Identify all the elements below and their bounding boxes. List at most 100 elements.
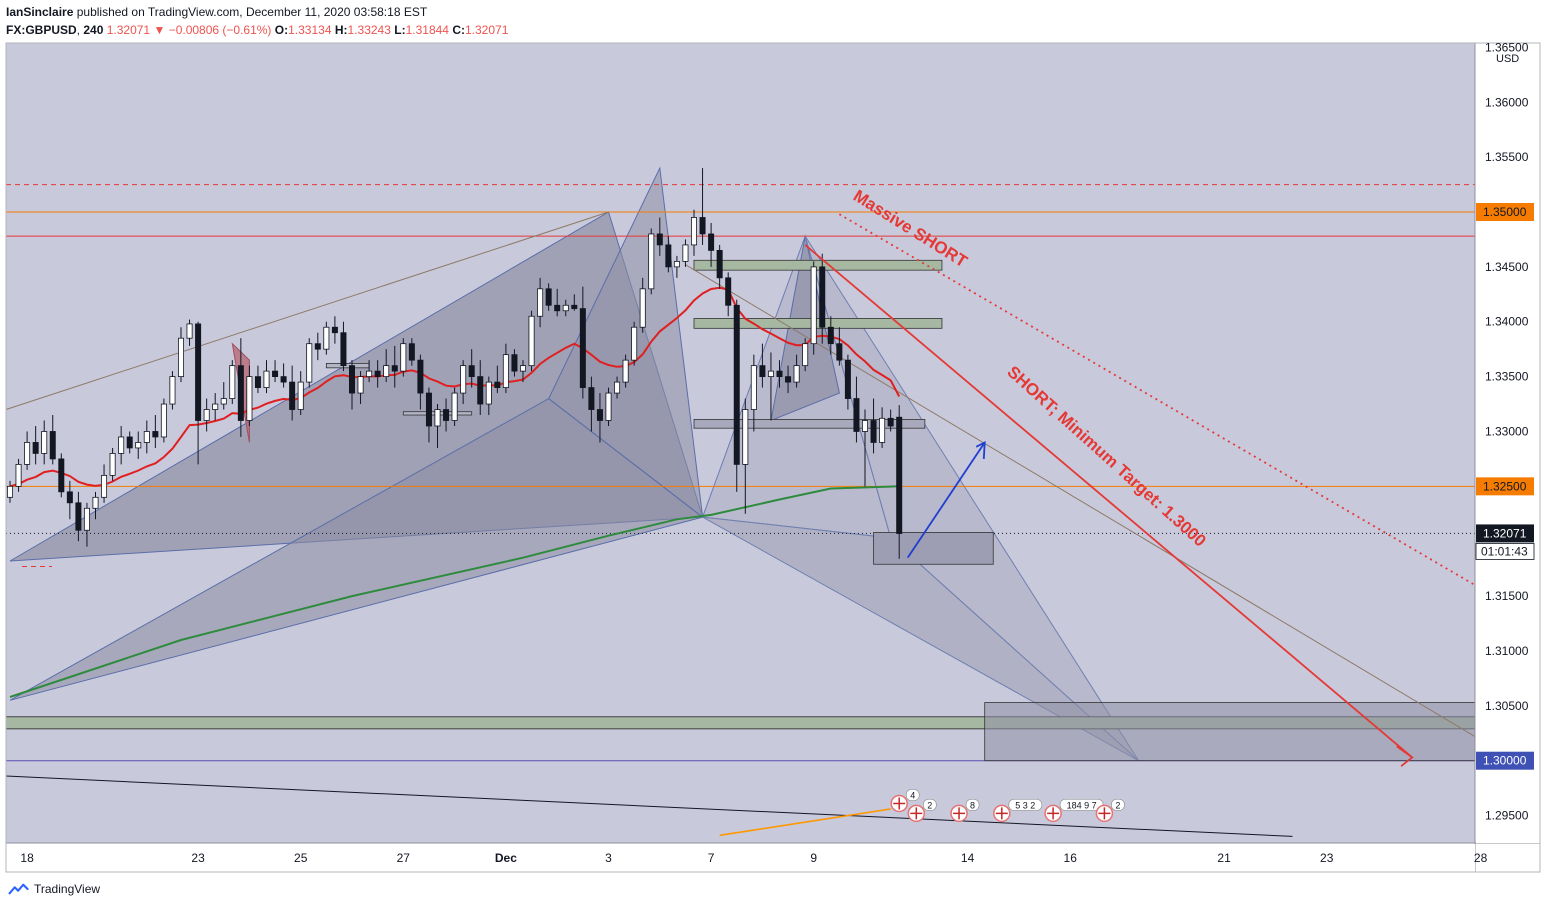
candle[interactable] (494, 365, 501, 394)
candle[interactable] (579, 286, 586, 399)
candle[interactable] (896, 405, 903, 559)
candle[interactable] (528, 310, 535, 372)
candle[interactable] (58, 453, 65, 498)
candle[interactable] (682, 239, 689, 267)
event-badge[interactable]: 184 9 7 (1044, 799, 1104, 823)
candle[interactable] (460, 360, 467, 405)
candle[interactable] (169, 371, 176, 410)
candle[interactable] (656, 217, 663, 256)
candle[interactable] (135, 431, 142, 459)
symbol-label[interactable]: FX:GBPUSD (6, 23, 77, 37)
event-badge[interactable]: 2 (1095, 799, 1125, 823)
candle[interactable] (853, 376, 860, 443)
candle[interactable] (118, 425, 125, 465)
candle[interactable] (887, 409, 894, 432)
candle[interactable] (870, 398, 877, 454)
candle[interactable] (537, 277, 544, 328)
candle[interactable] (212, 393, 219, 421)
candle[interactable] (648, 228, 655, 295)
footer-brand[interactable]: TradingView (34, 882, 101, 896)
candle[interactable] (554, 288, 561, 317)
candle[interactable] (109, 447, 116, 481)
candle[interactable] (596, 393, 603, 443)
candle[interactable] (502, 343, 509, 394)
price-label-badge[interactable]: 1.35000 (1476, 202, 1534, 221)
candle[interactable] (742, 398, 749, 514)
candle[interactable] (323, 321, 330, 355)
candle[interactable] (24, 431, 31, 470)
event-badges[interactable]: 4 2 8 5 3 2 184 9 7 2 (890, 789, 1125, 823)
candle[interactable] (186, 319, 193, 346)
candle[interactable] (383, 349, 390, 383)
candle[interactable] (725, 272, 732, 317)
price-axis[interactable]: 1.36500 1.36000 1.35500 1.35000 1.34500 1.340… (1475, 40, 1535, 823)
candle[interactable] (434, 404, 441, 448)
candle[interactable] (229, 360, 236, 405)
candle[interactable] (263, 360, 270, 394)
candle[interactable] (785, 365, 792, 394)
candle[interactable] (297, 371, 304, 416)
candle[interactable] (545, 283, 552, 311)
candle[interactable] (776, 360, 783, 388)
candle[interactable] (691, 209, 698, 256)
candle[interactable] (366, 360, 373, 383)
candle[interactable] (49, 415, 56, 465)
candle[interactable] (391, 345, 398, 388)
candle[interactable] (152, 415, 159, 448)
candle[interactable] (237, 338, 244, 437)
candle[interactable] (879, 407, 886, 448)
candle[interactable] (588, 376, 595, 432)
candle[interactable] (477, 360, 484, 416)
candle[interactable] (844, 354, 851, 410)
candle[interactable] (562, 299, 569, 317)
candle[interactable] (750, 354, 757, 432)
candle[interactable] (708, 222, 715, 267)
candles-layer[interactable] (7, 168, 903, 559)
candle[interactable] (733, 299, 740, 492)
candle[interactable] (374, 360, 381, 388)
candle[interactable] (699, 168, 706, 245)
event-badge[interactable]: 8 (950, 799, 980, 823)
price-label-badge[interactable]: 1.32500 (1476, 477, 1534, 496)
candle[interactable] (160, 398, 167, 443)
candle[interactable] (716, 244, 723, 289)
candle[interactable] (126, 431, 133, 454)
candle[interactable] (400, 338, 407, 377)
candle[interactable] (468, 349, 475, 388)
candle[interactable] (92, 491, 99, 520)
candle[interactable] (639, 277, 646, 333)
event-badge[interactable]: 4 (890, 789, 920, 813)
candle[interactable] (605, 387, 612, 426)
candle[interactable] (66, 480, 73, 520)
author-name[interactable]: IanSinclaire (6, 5, 74, 19)
candle[interactable] (289, 365, 296, 421)
candle[interactable] (767, 352, 774, 421)
candle[interactable] (32, 425, 39, 465)
candle[interactable] (408, 338, 415, 366)
time-axis-bg[interactable] (6, 844, 1475, 872)
candle[interactable] (7, 480, 13, 503)
candle[interactable] (520, 360, 527, 383)
candle[interactable] (254, 365, 261, 394)
candle[interactable] (819, 253, 826, 344)
candle[interactable] (485, 376, 492, 416)
candle[interactable] (673, 255, 680, 278)
candle[interactable] (614, 376, 621, 399)
candle[interactable] (862, 409, 869, 487)
candle[interactable] (665, 236, 672, 273)
candle[interactable] (631, 321, 638, 366)
candle[interactable] (177, 327, 184, 383)
candle[interactable] (425, 387, 432, 443)
event-badge[interactable]: 2 (907, 799, 937, 823)
candle[interactable] (280, 363, 287, 388)
candle[interactable] (802, 338, 809, 372)
candle[interactable] (83, 502, 90, 547)
candle[interactable] (357, 371, 364, 405)
candle[interactable] (759, 343, 766, 388)
candle[interactable] (451, 387, 458, 426)
time-axis[interactable]: 18 23 25 27 Dec 3 7 9 14 16 21 23 28 (20, 851, 1487, 865)
candle[interactable] (101, 464, 108, 503)
candle[interactable] (314, 332, 321, 361)
candle[interactable] (246, 365, 253, 426)
